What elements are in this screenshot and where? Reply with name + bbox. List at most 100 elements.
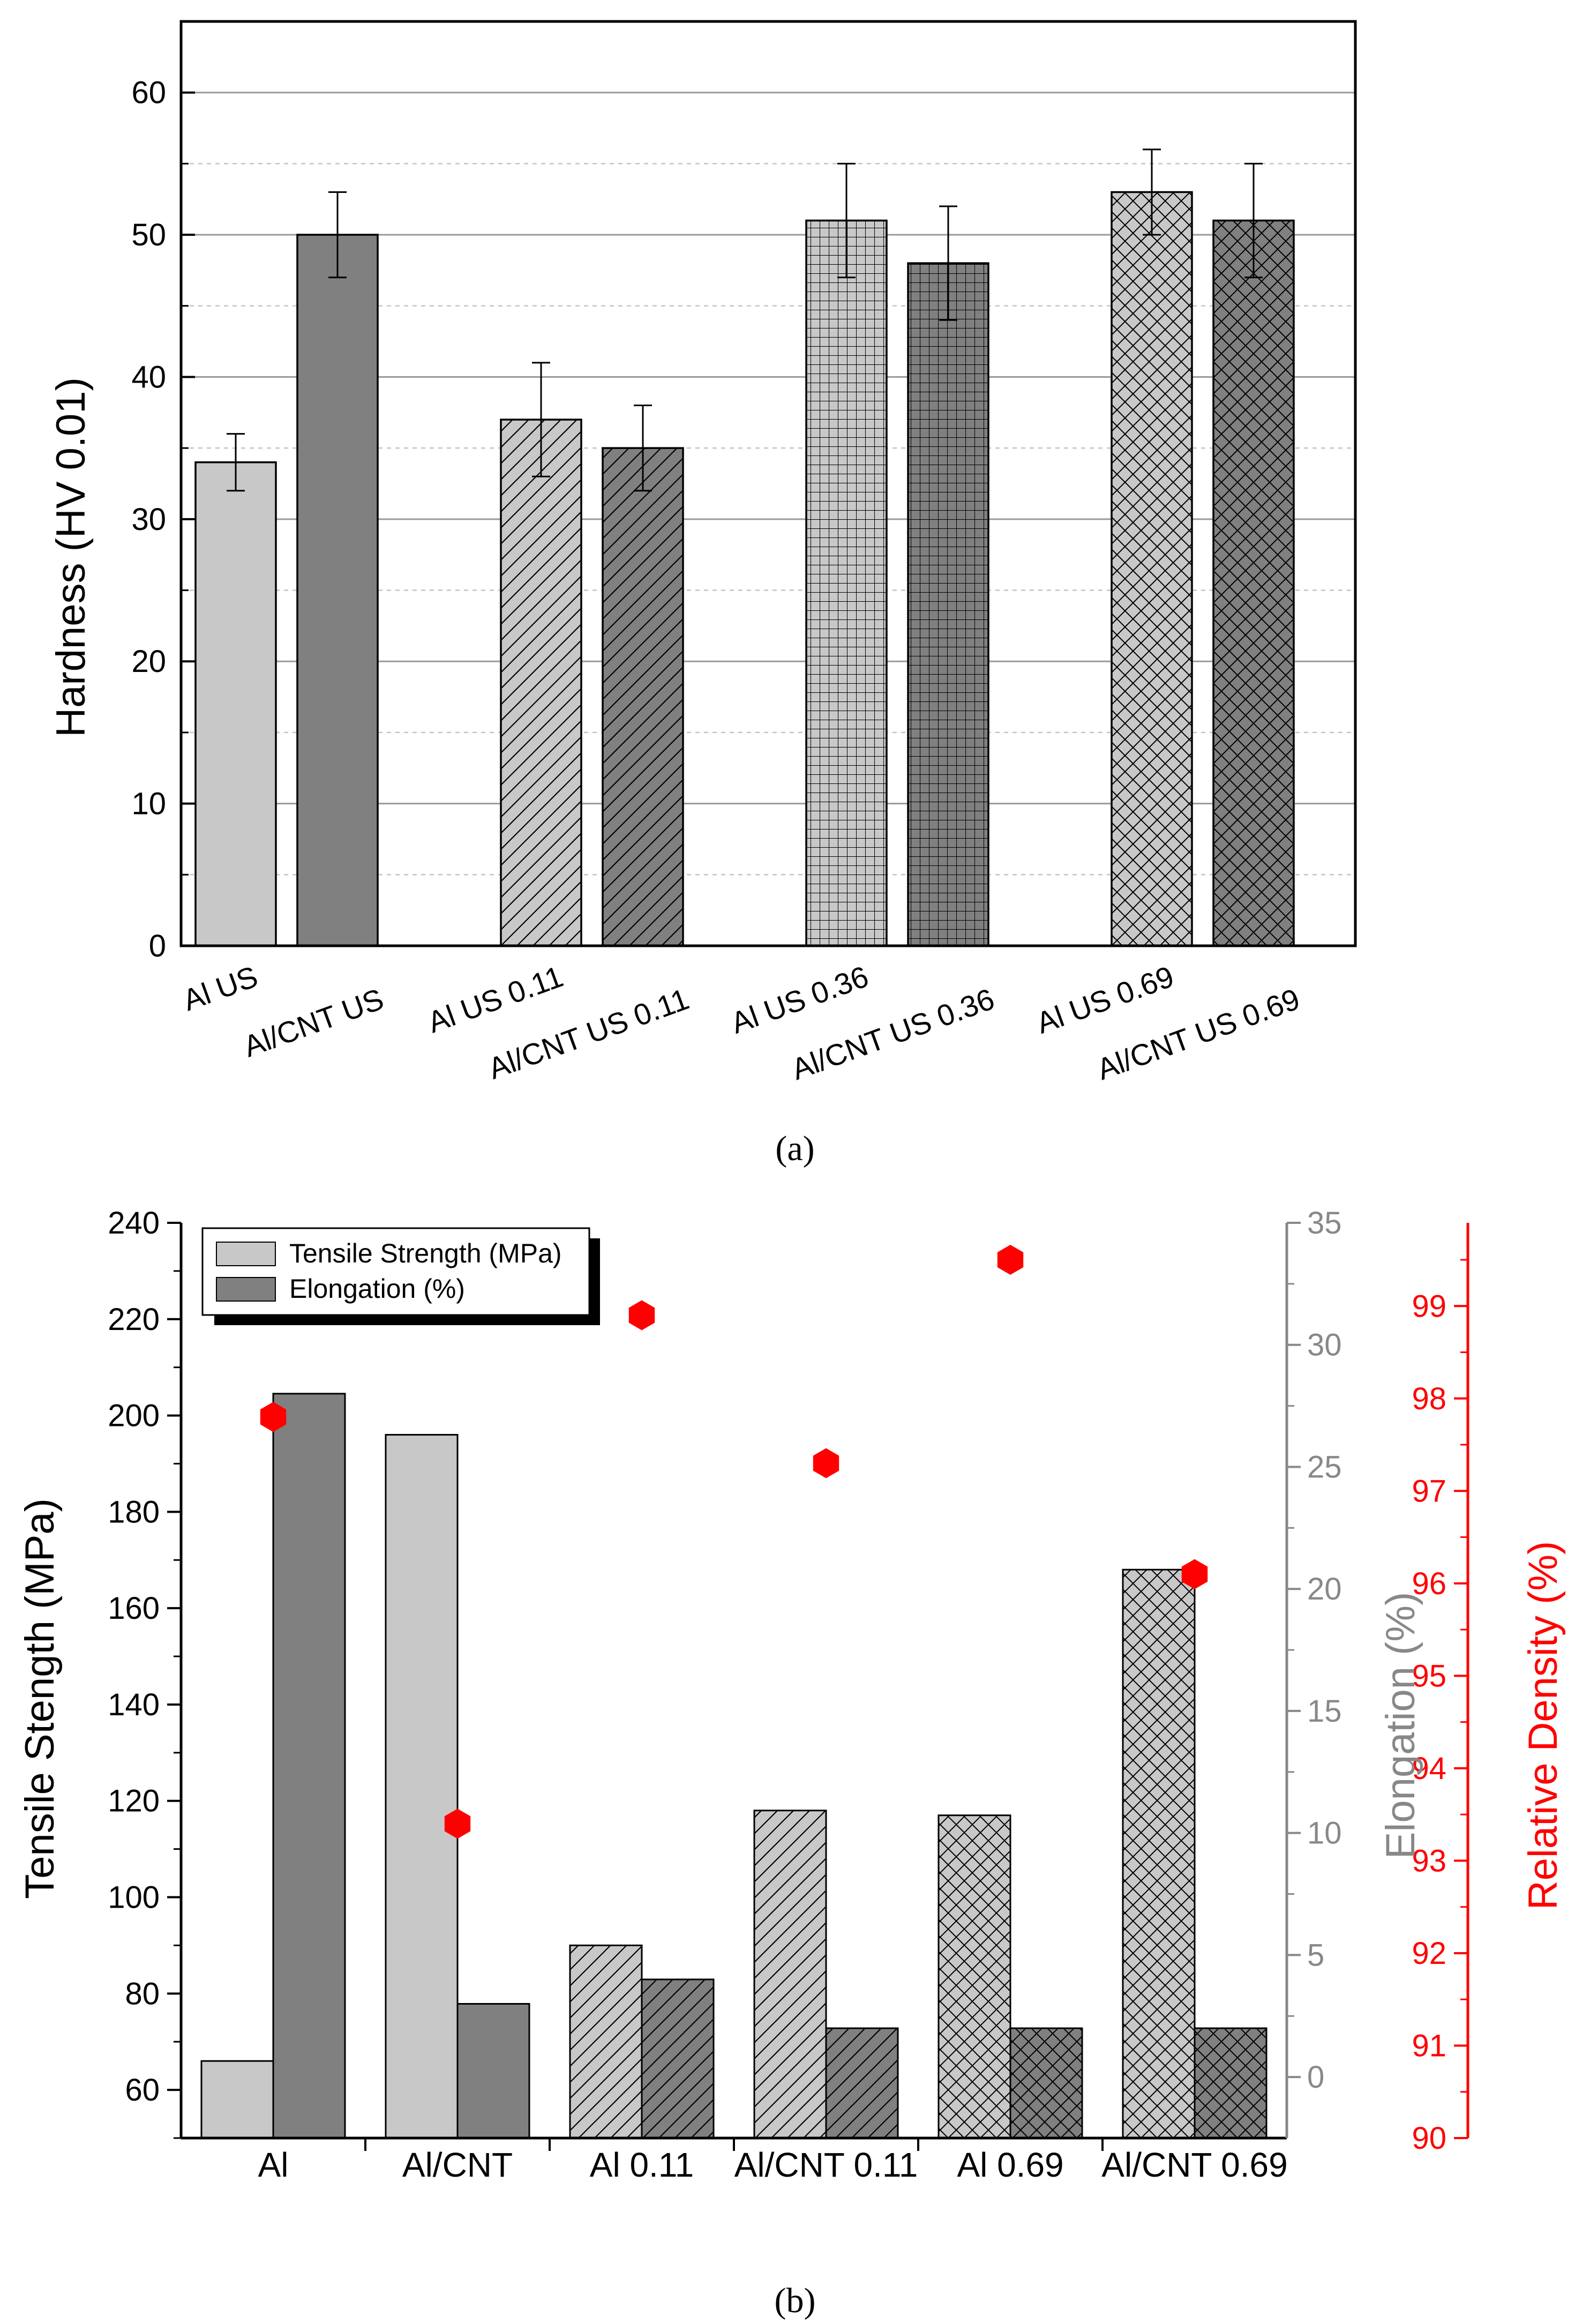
legend-swatch-elongation: [216, 1277, 276, 1302]
right-tick-label: 35: [1307, 1206, 1342, 1241]
y-tick-label: 30: [131, 502, 166, 537]
y-tick-label: 60: [125, 2073, 160, 2108]
density-point-al-0-69: [997, 1245, 1024, 1275]
density-point-al-0-11: [628, 1300, 655, 1331]
panel-a-y-axis-title: Hardness (HV 0.01): [48, 377, 94, 737]
bar-pattern: [1213, 220, 1294, 946]
y-tick-label: 220: [108, 1302, 160, 1337]
density-point-al-cnt-0-11: [813, 1448, 839, 1478]
y-tick-label: 0: [149, 929, 166, 963]
right-tick-label: 10: [1307, 1816, 1342, 1851]
y-tick-label: 40: [131, 360, 166, 394]
density-point-al-cnt: [444, 1809, 471, 1839]
right-tick-label: 0: [1307, 2060, 1324, 2095]
bar-pattern: [1195, 2028, 1266, 2138]
error-bar: [1244, 162, 1263, 279]
error-bar: [634, 405, 652, 492]
error-bar: [939, 205, 957, 321]
density-point-al: [260, 1402, 287, 1432]
legend-swatch-tensile: [216, 1242, 276, 1266]
tensile-bar-al-cnt: [386, 1434, 458, 2138]
category-label: Al US 0.11: [423, 959, 567, 1039]
y-tick-label: 160: [108, 1591, 160, 1626]
y-tick-label: 10: [131, 787, 166, 821]
panel-b-tensile-chart: 60 80 100 120 140 160 180 200 220 240 0 5 10 15 20 25 30…: [17, 1206, 1566, 2320]
panel-b-caption: (b): [775, 2281, 816, 2320]
y-tick-label: 140: [108, 1687, 160, 1722]
category-label: Al 0.11: [590, 2146, 694, 2184]
panel-b-right2-axis-title: Relative Density (%): [1520, 1541, 1566, 1910]
y-tick-label: 100: [108, 1880, 160, 1915]
legend-label-tensile: Tensile Strength (MPa): [289, 1238, 562, 1268]
right2-tick-label: 96: [1412, 1566, 1446, 1601]
panel-b-y-axis-title: Tensile Stength (MPa): [17, 1498, 63, 1899]
right-tick-label: 15: [1307, 1694, 1342, 1729]
panel-b-category-labels: Al Al/CNT Al 0.11 Al/CNT 0.11 Al 0.69 Al/CNT …: [258, 2146, 1288, 2184]
error-bar: [227, 433, 245, 492]
right2-tick-label: 94: [1412, 1751, 1446, 1786]
bar-pattern: [826, 2028, 898, 2138]
y-tick-label: 20: [131, 644, 166, 679]
bar-al-cnt-us: [297, 235, 378, 946]
panel-b-right-axis-title: Elongation (%): [1378, 1592, 1423, 1859]
bar-pattern: [908, 263, 988, 946]
y-tick-label: 60: [131, 76, 166, 110]
density-point-al-cnt-0-69: [1181, 1559, 1208, 1589]
panel-a-y-ticks: 0 10 20 30 40 50 60: [131, 76, 195, 963]
y-tick-label: 240: [108, 1206, 160, 1241]
right-tick-label: 25: [1307, 1449, 1342, 1484]
category-label: Al/CNT: [402, 2146, 513, 2184]
panel-a-caption: (a): [775, 1129, 814, 1168]
category-label: Al 0.69: [957, 2146, 1063, 2184]
bar-pattern: [603, 448, 683, 946]
bar-pattern: [1123, 1570, 1195, 2138]
right2-tick-label: 93: [1412, 1843, 1446, 1878]
category-label: Al/CNT 0.11: [734, 2146, 918, 2184]
elongation-bar-al-cnt: [458, 2004, 529, 2138]
bar-pattern: [642, 1979, 714, 2138]
bar-pattern: [939, 1815, 1010, 2138]
elongation-bar-al: [273, 1393, 345, 2138]
bar-pattern: [1010, 2028, 1082, 2138]
right-tick-label: 5: [1307, 1938, 1324, 1972]
right2-tick-label: 99: [1412, 1289, 1446, 1324]
category-label: Al: [258, 2146, 289, 2184]
right2-tick-label: 95: [1412, 1658, 1446, 1693]
tensile-bar-al: [201, 2061, 273, 2138]
error-bar: [328, 191, 347, 279]
panel-b-bars: [200, 1393, 1268, 2139]
bar-pattern: [1112, 192, 1192, 946]
legend-label-elongation: Elongation (%): [289, 1274, 465, 1304]
category-label: Al US 0.36: [726, 959, 873, 1040]
right2-tick-label: 91: [1412, 2028, 1446, 2063]
bar-pattern: [570, 1945, 642, 2138]
y-tick-label: 50: [131, 218, 166, 252]
panel-a-bars: [194, 148, 1295, 947]
category-label: Al/CNT 0.69: [1101, 2146, 1287, 2184]
right2-tick-label: 98: [1412, 1381, 1446, 1416]
error-bar: [837, 162, 856, 279]
right-tick-label: 20: [1307, 1572, 1342, 1606]
y-tick-label: 80: [125, 1976, 160, 2011]
category-label: Al US 0.69: [1032, 959, 1178, 1040]
error-bar: [1143, 148, 1161, 236]
panel-a-plot-frame: [179, 20, 1357, 947]
right2-tick-label: 97: [1412, 1474, 1446, 1508]
category-label: Al US: [178, 959, 262, 1017]
panel-b-density-points: [260, 1245, 1208, 1839]
y-tick-label: 120: [108, 1784, 160, 1819]
y-tick-label: 180: [108, 1494, 160, 1529]
bar-pattern: [806, 220, 887, 946]
panel-b-ticks: 60 80 100 120 140 160 180 200 220 240 0 5 10 15 20 25 30…: [108, 1206, 1468, 2156]
error-bar: [532, 362, 550, 477]
bar-al-us: [196, 462, 276, 946]
bar-pattern: [754, 1810, 826, 2138]
right2-tick-label: 92: [1412, 1936, 1446, 1971]
right2-tick-label: 90: [1412, 2121, 1446, 2156]
category-label: Al/CNT US: [239, 982, 388, 1063]
right-tick-label: 30: [1307, 1328, 1342, 1363]
y-tick-label: 200: [108, 1399, 160, 1433]
